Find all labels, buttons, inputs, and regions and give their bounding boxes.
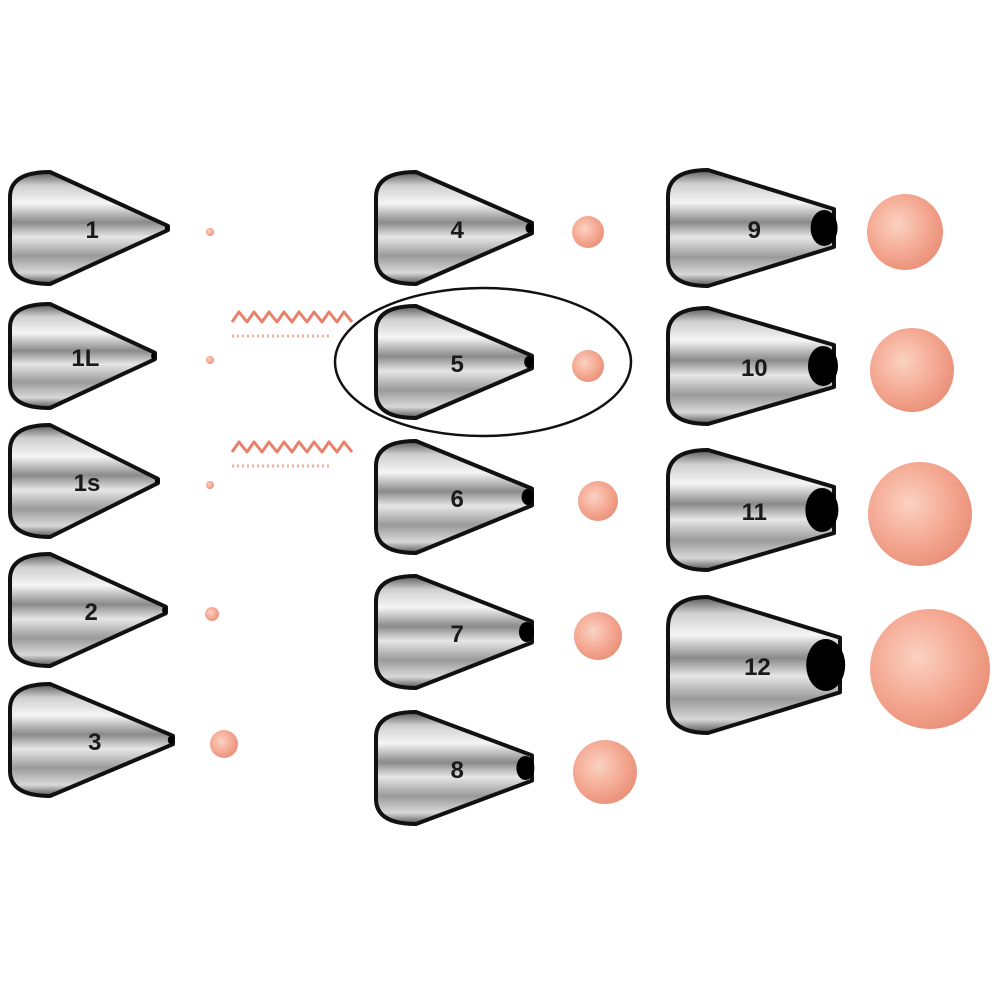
icing-dot-sample (206, 481, 214, 489)
icing-dot-sample (870, 609, 990, 729)
tip-number-label: 7 (450, 621, 463, 648)
tip-number-label: 5 (450, 351, 463, 378)
piping-tip: 2 (8, 552, 219, 668)
tip-number-label: 1 (85, 217, 98, 244)
tip-body (8, 552, 168, 668)
tip-orifice (154, 479, 159, 483)
tip-orifice (525, 223, 533, 233)
piping-tip: 5 (374, 304, 604, 420)
icing-dot-sample (205, 607, 219, 621)
tip-number-label: 12 (744, 654, 771, 681)
tip-orifice (808, 346, 838, 386)
tip-body (8, 170, 170, 286)
piping-tip: 7 (374, 574, 622, 690)
piping-tip: 10 (666, 306, 954, 426)
tip-orifice (516, 756, 535, 780)
piping-tip: 4 (374, 170, 604, 286)
tip-body (666, 595, 842, 735)
icing-dot-sample (574, 612, 622, 660)
icing-dot-sample (206, 356, 214, 364)
tip-number-label: 6 (450, 486, 463, 513)
tip-body (374, 439, 534, 555)
tip-orifice (805, 488, 839, 532)
piping-tip: 6 (374, 439, 618, 555)
tip-body (8, 682, 175, 798)
icing-dot-sample (210, 730, 238, 758)
icing-dot-sample (572, 350, 604, 382)
tip-orifice (521, 489, 534, 505)
piping-tip: 11 (666, 448, 972, 572)
tip-orifice (164, 226, 169, 230)
tip-number-label: 1s (74, 470, 101, 497)
tip-body (374, 170, 534, 286)
icing-dot-sample (573, 740, 637, 804)
squiggle-line-sample (230, 310, 354, 324)
tip-orifice (524, 356, 534, 368)
tip-orifice (151, 353, 156, 359)
highlight-ellipse (333, 286, 633, 438)
tip-orifice (806, 639, 846, 691)
tip-orifice (519, 622, 534, 642)
tip-number-label: 4 (450, 217, 464, 244)
piping-tip: 9 (666, 168, 943, 288)
tip-number-label: 11 (742, 499, 767, 526)
tip-number-label: 1L (71, 345, 99, 372)
icing-dot-sample (578, 481, 618, 521)
icing-dot-sample (870, 328, 954, 412)
tip-body (666, 168, 836, 288)
tip-body (8, 423, 160, 539)
piping-tip: 1L (8, 302, 214, 410)
icing-dot-sample (206, 228, 214, 236)
piping-tip: 12 (666, 595, 990, 735)
tip-body (374, 710, 534, 826)
tip-body (374, 574, 534, 690)
tip-body (8, 302, 157, 410)
piping-tip: 1 (8, 170, 214, 286)
icing-dot-sample (572, 216, 604, 248)
tip-number-label: 8 (450, 757, 463, 784)
tip-body (666, 448, 836, 572)
tip-orifice (167, 736, 174, 744)
tip-number-label: 10 (741, 355, 768, 382)
squiggle-line-sample (230, 440, 354, 454)
tip-number-label: 2 (84, 599, 97, 626)
icing-dot-sample (868, 462, 972, 566)
piping-tip: 1s (8, 423, 214, 539)
piping-tip: 3 (8, 682, 238, 798)
tip-body (666, 306, 836, 426)
tip-body (374, 304, 534, 420)
piping-tip: 8 (374, 710, 637, 826)
tip-orifice (810, 210, 838, 246)
icing-dot-sample (867, 194, 943, 270)
tip-number-label: 3 (88, 729, 101, 756)
tip-number-label: 9 (748, 217, 761, 244)
tip-orifice (162, 607, 167, 613)
